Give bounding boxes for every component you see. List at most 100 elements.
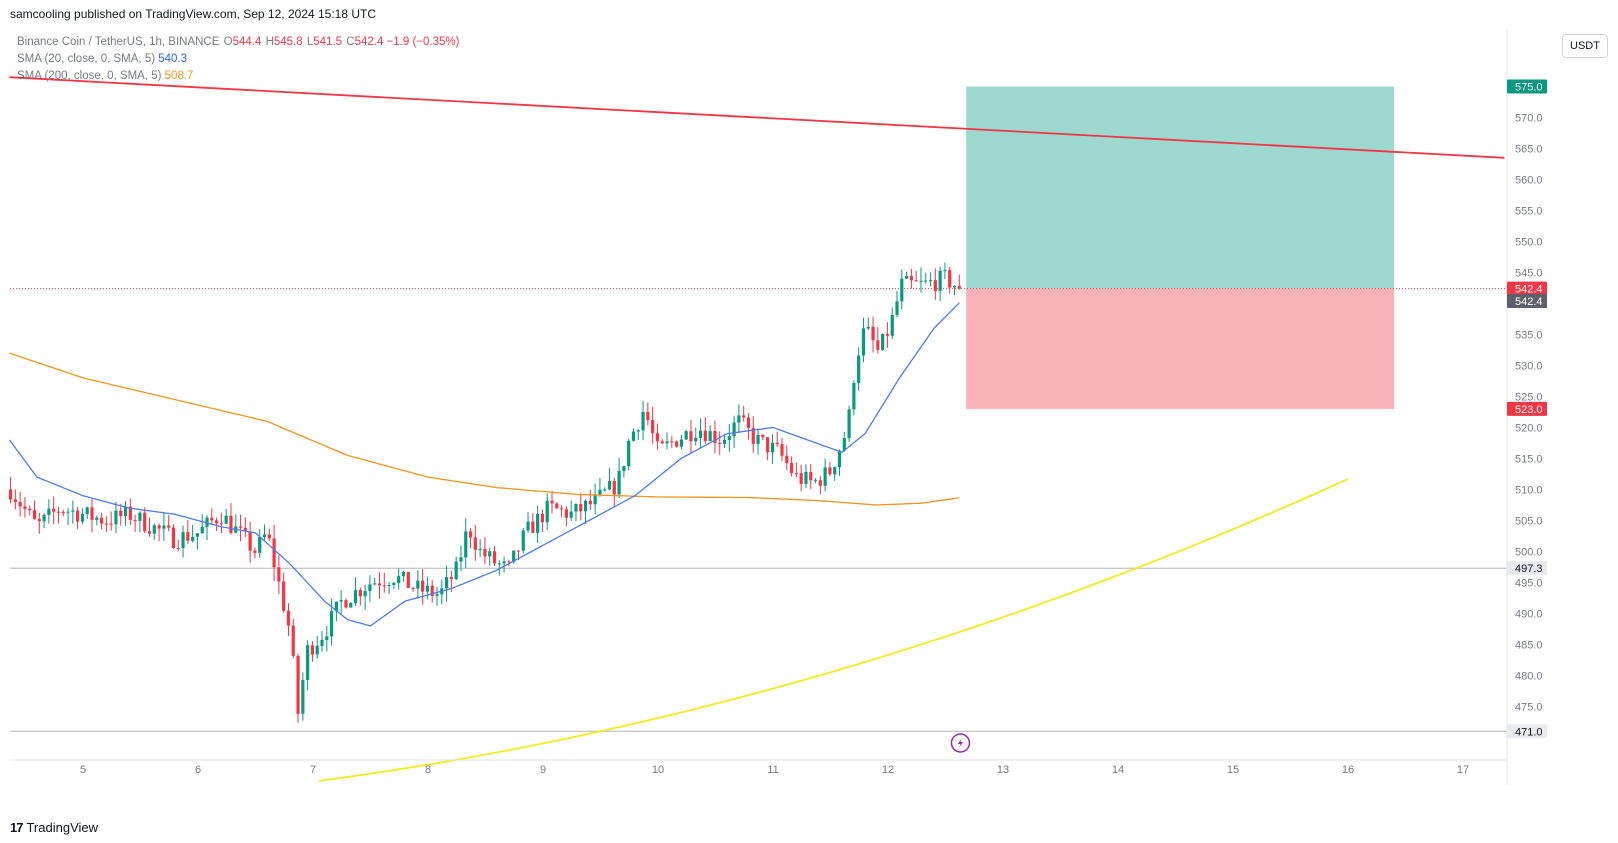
candle-body xyxy=(459,557,463,562)
y-tick-label: 480.0 xyxy=(1515,671,1543,683)
candle-body xyxy=(339,600,343,602)
candle-body xyxy=(421,580,425,592)
candle-body xyxy=(842,438,846,451)
candle-body xyxy=(852,383,856,410)
candle-body xyxy=(847,409,851,439)
candle-body xyxy=(559,508,564,510)
candle-body xyxy=(914,280,918,282)
legend-symbol-row[interactable]: Binance Coin / TetherUS, 1h, BINANCE O54… xyxy=(17,34,459,51)
y-tick-label: 505.0 xyxy=(1515,516,1543,528)
candle-body xyxy=(28,508,32,511)
candle-body xyxy=(449,577,453,580)
candle-body xyxy=(262,534,267,538)
candle-body xyxy=(488,551,492,557)
candle-body xyxy=(334,601,338,612)
legend-close-label: C xyxy=(346,36,355,48)
candle-body xyxy=(895,301,899,315)
candle-body xyxy=(770,442,775,453)
legend-symbol: Binance Coin / TetherUS, 1h, BINANCE xyxy=(17,36,220,48)
candle-body xyxy=(564,509,568,518)
candle-body xyxy=(143,512,147,532)
candle-body xyxy=(18,501,22,507)
candle-body xyxy=(37,519,41,522)
candle-body xyxy=(804,471,808,484)
tradingview-logo[interactable]: 17 TradingView xyxy=(10,820,98,835)
candle-body xyxy=(579,503,583,512)
candle-body xyxy=(210,517,214,521)
candle-body xyxy=(387,584,391,586)
candle-body xyxy=(99,517,104,524)
candle-body xyxy=(550,500,554,504)
legend-low-label: L xyxy=(306,36,314,48)
candle-body xyxy=(780,444,784,456)
candle-body xyxy=(368,584,372,592)
x-tick-label: 13 xyxy=(997,764,1009,776)
candle-body xyxy=(76,510,80,522)
candle-body xyxy=(66,511,70,513)
candle-body xyxy=(214,520,219,524)
candle-body xyxy=(698,430,703,438)
candle-body xyxy=(684,431,688,440)
candle-body xyxy=(286,610,291,626)
x-tick-label: 11 xyxy=(767,764,778,776)
candle-body xyxy=(694,437,698,442)
candle-body xyxy=(157,525,161,529)
x-tick-label: 6 xyxy=(195,764,201,776)
candle-body xyxy=(114,510,118,525)
legend-sma20-row[interactable]: SMA (20, close, 0, SMA, 5) 540.3 xyxy=(17,51,459,68)
y-tick-label: 475.0 xyxy=(1515,702,1543,714)
candle-body xyxy=(13,499,17,502)
candle-body xyxy=(444,577,449,589)
candle-body xyxy=(47,508,51,515)
y-tick-label: 495.0 xyxy=(1515,578,1543,590)
legend-sma200-value: 508.7 xyxy=(164,70,194,82)
candle-body xyxy=(23,506,27,509)
candle-body xyxy=(900,278,904,302)
candle-body xyxy=(713,431,717,443)
candle-body xyxy=(583,500,588,512)
candle-body xyxy=(718,442,722,445)
price-badge-label: 497.3 xyxy=(1515,563,1543,575)
y-tick-label: 555.0 xyxy=(1515,206,1543,218)
y-tick-label: 550.0 xyxy=(1515,237,1543,249)
price-badge xyxy=(1507,294,1547,309)
y-tick-label: 515.0 xyxy=(1515,454,1543,466)
trendlines xyxy=(9,76,1505,782)
publish-line: samcooling published on TradingView.com,… xyxy=(10,7,377,21)
candle-body xyxy=(928,280,933,282)
y-tick-label: 530.0 xyxy=(1515,361,1543,373)
candle-body xyxy=(512,550,516,562)
y-tick-label: 545.0 xyxy=(1515,268,1543,280)
candle-body xyxy=(329,611,334,637)
currency-button[interactable]: USDT xyxy=(1562,34,1608,58)
axes: 475.0 480.0 485.0 490.0 495.0 500.0 505.0 510.0… xyxy=(10,30,1543,785)
tradingview-logo-text: TradingView xyxy=(26,820,99,835)
candle-body xyxy=(95,517,99,520)
candle-body xyxy=(775,442,779,445)
candle-body xyxy=(612,481,616,495)
legend-sma20-label: SMA (20, close, 0, SMA, 5) xyxy=(17,53,156,65)
candle-body xyxy=(766,437,770,453)
price-badge-label: 523.0 xyxy=(1515,404,1543,416)
x-tick-label: 14 xyxy=(1112,764,1124,776)
y-tick-label: 535.0 xyxy=(1515,330,1543,342)
candle-body xyxy=(473,537,477,550)
candle-body xyxy=(837,450,842,468)
candle-body xyxy=(679,439,683,447)
horizontal-lines xyxy=(10,288,1507,732)
candle-body xyxy=(272,538,276,568)
event-marker[interactable] xyxy=(950,733,971,753)
price-badge-label: 542.4 xyxy=(1515,284,1543,296)
candle-body xyxy=(454,561,458,580)
candle-body xyxy=(133,519,137,521)
candle-body xyxy=(516,550,521,552)
candle-body xyxy=(152,525,156,534)
candle-body xyxy=(162,525,166,529)
candle-body xyxy=(253,550,257,553)
x-tick-label: 7 xyxy=(310,764,316,776)
candle-body xyxy=(435,594,439,596)
candle-body xyxy=(181,532,185,549)
candle-body xyxy=(32,510,37,520)
